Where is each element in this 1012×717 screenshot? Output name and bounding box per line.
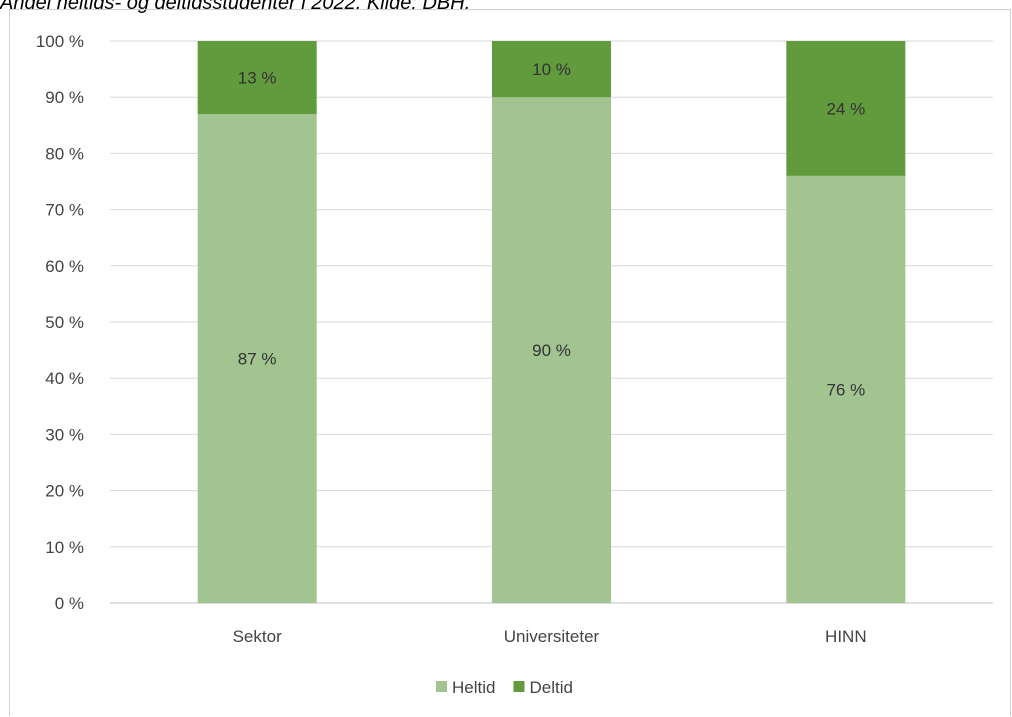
y-tick-label: 80 % [45,144,84,163]
data-label: 24 % [826,99,865,118]
x-axis-categories: Sektor Universiteter HINN [233,627,867,646]
bar-heltid-sektor [197,114,317,603]
data-label: 10 % [532,60,571,79]
data-label: 76 % [826,380,865,399]
bars [197,41,906,603]
bar-heltid-universiteter [492,97,611,603]
bar-deltid-universiteter [492,41,611,98]
y-tick-label: 30 % [45,425,84,444]
y-tick-label: 50 % [45,313,84,332]
category-label: Sektor [233,627,282,646]
data-label: 87 % [238,350,277,369]
bar-heltid-hinn [786,175,906,603]
legend-swatch-heltid [436,681,447,692]
chart-area [9,9,1011,716]
y-tick-label: 10 % [45,538,84,557]
y-tick-label: 90 % [45,88,84,107]
data-label: 13 % [238,69,277,88]
chart-caption: Andel heltids- og deltidsstudenter i 202… [0,0,471,14]
legend-label: Deltid [529,678,572,697]
data-labels: 87 % 13 % 90 % 10 % 76 % 24 % [238,60,865,399]
legend-swatch-deltid [513,681,525,692]
y-tick-label: 100 % [36,32,84,51]
legend-label: Heltid [452,678,495,697]
y-axis-ticks: 0 % 10 % 20 % 30 % 40 % 50 % 60 % 70 % 80 % 90 % 1… [36,32,84,613]
category-label: HINN [825,627,867,646]
category-label: Universiteter [504,627,600,646]
bar-deltid-sektor [197,41,317,115]
legend: Heltid Deltid [436,678,573,697]
y-tick-label: 20 % [45,482,84,501]
y-tick-label: 70 % [45,201,84,220]
y-tick-label: 60 % [45,257,84,276]
data-label: 90 % [532,341,571,360]
bar-deltid-hinn [786,41,906,176]
y-tick-label: 0 % [55,594,84,613]
y-tick-label: 40 % [45,369,84,388]
